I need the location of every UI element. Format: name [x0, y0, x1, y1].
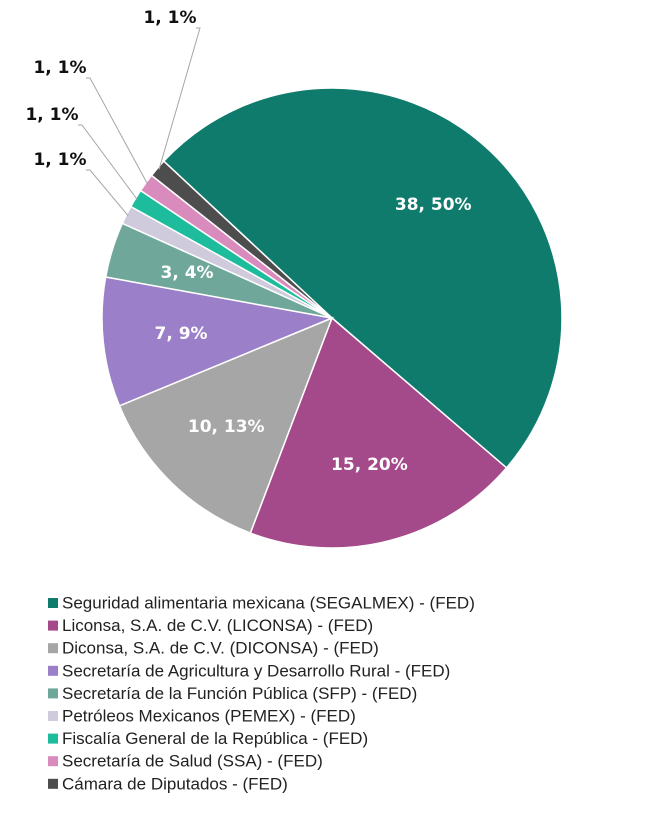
pie-slice	[101, 276, 335, 407]
legend-label: Diconsa, S.A. de C.V. (DICONSA) - (FED)	[62, 639, 379, 658]
legend-label: Petróleos Mexicanos (PEMEX) - (FED)	[62, 706, 356, 725]
legend-swatch	[48, 778, 58, 789]
legend-label: Seguridad alimentaria mexicana (SEGALMEX…	[62, 593, 475, 612]
legend-swatch	[48, 711, 58, 721]
data-label: 3, 4%	[161, 263, 214, 283]
legend-swatch	[48, 756, 58, 767]
data-label: 1, 1%	[33, 150, 86, 170]
legend-swatch	[48, 643, 58, 654]
legend-label: Cámara de Diputados - (FED)	[62, 774, 288, 793]
legend-label: Liconsa, S.A. de C.V. (LICONSA) - (FED)	[62, 616, 373, 635]
legend-label: Secretaría de Salud (SSA) - (FED)	[62, 752, 323, 771]
leader-line	[86, 77, 148, 185]
data-label: 1, 1%	[33, 58, 86, 78]
legend-label: Secretaría de la Función Pública (SFP) -…	[62, 684, 417, 703]
leader-line	[158, 27, 201, 170]
leader-line	[78, 124, 138, 200]
data-label: 10, 13%	[188, 417, 265, 437]
legend-swatch	[48, 665, 58, 676]
data-label: 1, 1%	[143, 8, 196, 28]
data-label: 15, 20%	[331, 455, 408, 475]
legend-swatch	[48, 733, 58, 744]
pie-slice	[150, 160, 333, 319]
legend-swatch	[48, 688, 58, 699]
legend-swatch	[48, 620, 58, 631]
data-label: 7, 9%	[155, 324, 208, 344]
data-label: 1, 1%	[25, 105, 78, 125]
pie-slice	[162, 87, 563, 469]
legend-label: Secretaría de Agricultura y Desarrollo R…	[62, 661, 450, 680]
data-label: 38, 50%	[395, 195, 472, 215]
leader-line	[86, 169, 129, 217]
legend-label: Fiscalía General de la República - (FED)	[62, 729, 368, 748]
pie-slice	[118, 316, 334, 534]
legend-swatch	[48, 598, 58, 608]
pie-slice	[249, 316, 508, 549]
